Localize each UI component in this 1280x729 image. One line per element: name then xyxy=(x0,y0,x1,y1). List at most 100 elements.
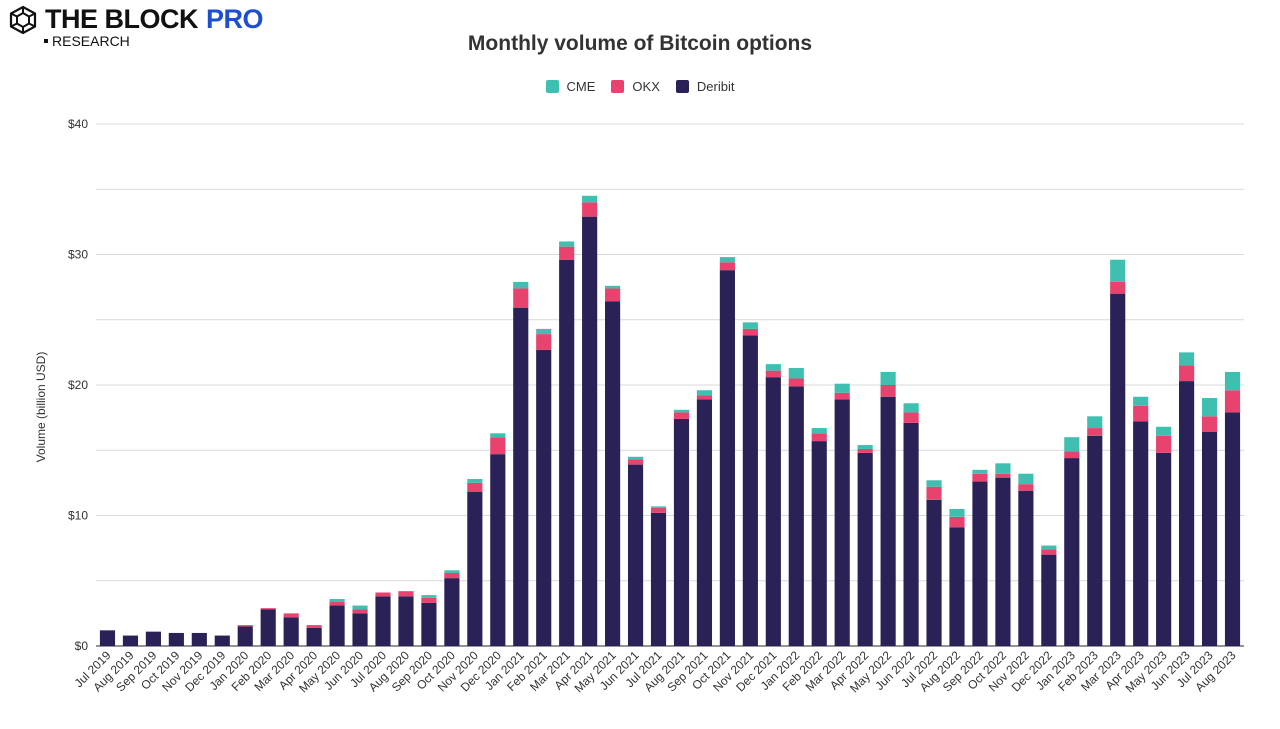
bar-okx-aug-2022[interactable] xyxy=(949,516,965,528)
bar-cme-aug-2023[interactable] xyxy=(1224,371,1241,391)
bar-okx-jan-2023[interactable] xyxy=(1064,451,1080,459)
bar-okx-jan-2021[interactable] xyxy=(513,288,529,309)
bar-deribit-aug-2020[interactable] xyxy=(398,596,414,646)
legend-item-deribit[interactable]: Deribit xyxy=(675,79,734,94)
bar-cme-apr-2023[interactable] xyxy=(1133,396,1149,406)
bar-deribit-dec-2021[interactable] xyxy=(765,377,781,646)
bar-cme-sep-2022[interactable] xyxy=(972,469,988,474)
bar-okx-dec-2020[interactable] xyxy=(490,437,506,455)
bar-okx-nov-2022[interactable] xyxy=(1018,484,1034,491)
bar-deribit-jan-2020[interactable] xyxy=(237,626,253,646)
bar-okx-oct-2020[interactable] xyxy=(444,572,460,579)
bar-deribit-sep-2019[interactable] xyxy=(145,631,161,646)
bar-cme-jan-2022[interactable] xyxy=(788,368,804,379)
bar-deribit-nov-2022[interactable] xyxy=(1018,490,1034,646)
bar-okx-jul-2023[interactable] xyxy=(1201,416,1218,432)
bar-deribit-feb-2023[interactable] xyxy=(1087,435,1103,646)
bar-okx-feb-2022[interactable] xyxy=(811,433,827,442)
bar-cme-aug-2021[interactable] xyxy=(673,409,690,413)
bar-cme-mar-2023[interactable] xyxy=(1110,259,1126,282)
bar-okx-may-2022[interactable] xyxy=(880,385,896,397)
bar-okx-apr-2023[interactable] xyxy=(1133,405,1149,422)
bar-okx-sep-2021[interactable] xyxy=(696,395,713,400)
bar-deribit-jan-2022[interactable] xyxy=(788,386,804,646)
bar-okx-mar-2021[interactable] xyxy=(559,246,575,260)
bar-deribit-jul-2023[interactable] xyxy=(1201,431,1218,646)
bar-deribit-dec-2022[interactable] xyxy=(1041,554,1057,646)
bar-deribit-jan-2023[interactable] xyxy=(1064,458,1080,646)
bar-deribit-feb-2022[interactable] xyxy=(811,441,827,646)
bar-deribit-jun-2020[interactable] xyxy=(352,613,368,646)
bar-deribit-jul-2022[interactable] xyxy=(926,499,942,646)
bar-deribit-mar-2020[interactable] xyxy=(283,617,299,646)
bar-okx-mar-2023[interactable] xyxy=(1110,281,1126,294)
bar-cme-apr-2022[interactable] xyxy=(857,445,873,449)
bar-cme-jun-2020[interactable] xyxy=(352,605,368,610)
bar-deribit-mar-2023[interactable] xyxy=(1110,293,1126,646)
legend-item-okx[interactable]: OKX xyxy=(611,79,660,94)
legend-item-cme[interactable]: CME xyxy=(545,79,595,94)
bar-okx-jan-2022[interactable] xyxy=(788,378,804,387)
bar-okx-nov-2020[interactable] xyxy=(467,482,483,493)
bar-deribit-jan-2021[interactable] xyxy=(513,308,529,646)
bar-cme-feb-2021[interactable] xyxy=(536,328,552,335)
bar-okx-sep-2022[interactable] xyxy=(972,473,988,482)
bar-cme-aug-2022[interactable] xyxy=(949,508,965,517)
bar-okx-jul-2021[interactable] xyxy=(650,507,667,513)
bar-okx-feb-2023[interactable] xyxy=(1087,428,1103,436)
bar-cme-dec-2022[interactable] xyxy=(1041,545,1057,550)
bar-okx-jul-2020[interactable] xyxy=(375,592,391,597)
bar-cme-jul-2022[interactable] xyxy=(926,480,942,487)
bar-cme-jan-2021[interactable] xyxy=(513,281,529,289)
bar-deribit-may-2020[interactable] xyxy=(329,605,345,646)
bar-cme-feb-2022[interactable] xyxy=(811,428,827,434)
bar-deribit-oct-2019[interactable] xyxy=(168,632,184,646)
bar-okx-jun-2023[interactable] xyxy=(1179,365,1195,382)
bar-okx-mar-2022[interactable] xyxy=(834,392,850,400)
bar-cme-may-2022[interactable] xyxy=(880,371,896,385)
bar-okx-jan-2020[interactable] xyxy=(237,625,253,627)
bar-deribit-sep-2020[interactable] xyxy=(421,602,437,646)
bar-deribit-sep-2021[interactable] xyxy=(696,399,713,646)
bar-deribit-jul-2021[interactable] xyxy=(650,512,667,646)
bar-cme-may-2023[interactable] xyxy=(1156,426,1172,436)
bar-okx-jul-2022[interactable] xyxy=(926,486,942,500)
bar-okx-oct-2021[interactable] xyxy=(719,262,735,271)
bar-okx-sep-2020[interactable] xyxy=(421,597,437,603)
bar-okx-apr-2021[interactable] xyxy=(582,202,598,217)
bar-okx-aug-2020[interactable] xyxy=(398,591,414,597)
bar-deribit-jun-2023[interactable] xyxy=(1179,381,1195,646)
bar-deribit-feb-2020[interactable] xyxy=(260,609,276,646)
bar-cme-jul-2021[interactable] xyxy=(650,506,667,508)
bar-okx-jun-2022[interactable] xyxy=(903,412,919,423)
bar-deribit-jul-2019[interactable] xyxy=(99,630,116,646)
bar-deribit-jun-2022[interactable] xyxy=(903,422,919,646)
bar-cme-jun-2023[interactable] xyxy=(1179,352,1195,366)
bar-cme-jan-2023[interactable] xyxy=(1064,437,1080,452)
bar-cme-jun-2022[interactable] xyxy=(903,403,919,413)
bar-cme-may-2021[interactable] xyxy=(605,285,621,289)
bar-deribit-apr-2022[interactable] xyxy=(857,452,873,646)
bar-cme-jun-2021[interactable] xyxy=(627,456,644,460)
bar-deribit-may-2021[interactable] xyxy=(605,301,621,646)
bar-okx-oct-2022[interactable] xyxy=(995,473,1011,478)
bar-cme-feb-2023[interactable] xyxy=(1087,416,1103,429)
bar-deribit-dec-2020[interactable] xyxy=(490,454,506,646)
bar-deribit-feb-2021[interactable] xyxy=(536,349,552,646)
bar-deribit-apr-2021[interactable] xyxy=(582,216,598,646)
bar-cme-nov-2022[interactable] xyxy=(1018,473,1034,485)
bar-okx-apr-2020[interactable] xyxy=(306,625,322,628)
bar-deribit-aug-2022[interactable] xyxy=(949,527,965,646)
bar-okx-nov-2021[interactable] xyxy=(742,328,758,336)
bar-okx-jun-2020[interactable] xyxy=(352,609,368,614)
bar-deribit-dec-2019[interactable] xyxy=(214,635,230,646)
bar-okx-feb-2020[interactable] xyxy=(260,608,276,610)
bar-cme-mar-2022[interactable] xyxy=(834,383,850,393)
bar-deribit-apr-2020[interactable] xyxy=(306,627,322,646)
bar-okx-may-2023[interactable] xyxy=(1156,435,1172,453)
bar-deribit-oct-2020[interactable] xyxy=(444,578,460,646)
bar-deribit-jun-2021[interactable] xyxy=(627,464,644,646)
bar-okx-may-2021[interactable] xyxy=(605,288,621,302)
bar-deribit-apr-2023[interactable] xyxy=(1133,421,1149,646)
bar-cme-nov-2021[interactable] xyxy=(742,322,758,329)
